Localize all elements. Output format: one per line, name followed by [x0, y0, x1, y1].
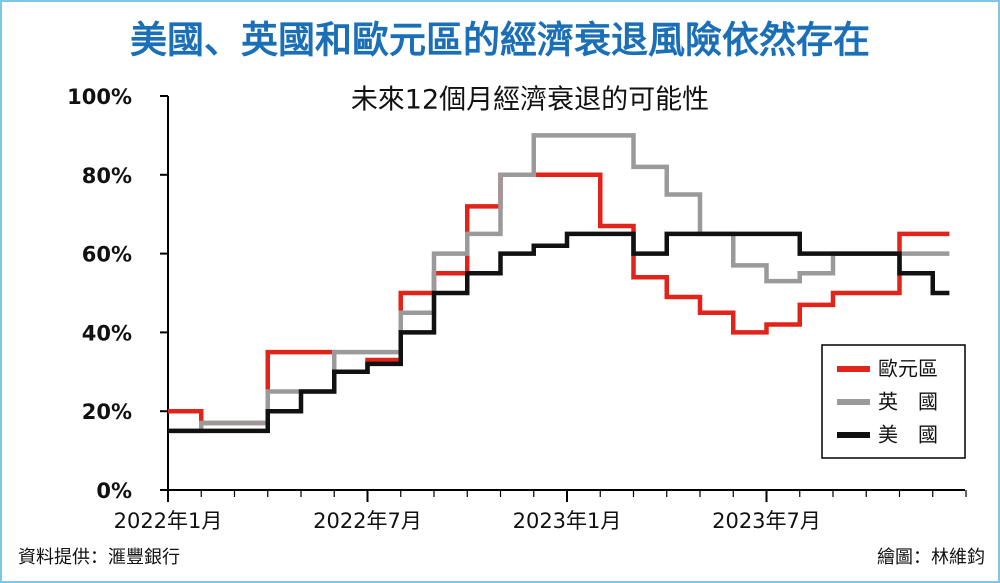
- y-tick-label: 60%: [82, 243, 132, 267]
- y-tick-label: 20%: [82, 400, 132, 424]
- y-tick-label: 0%: [96, 479, 132, 503]
- series-line: [168, 172, 950, 426]
- legend-label: 英 國: [878, 390, 938, 414]
- y-tick-label: 100%: [67, 85, 132, 109]
- legend-label: 美 國: [878, 423, 938, 447]
- x-tick-label: 2022年7月: [313, 509, 422, 533]
- credit: 繪圖：林維鈞: [877, 547, 985, 568]
- series-line: [168, 231, 950, 434]
- x-tick-label: 2022年1月: [114, 509, 223, 533]
- chart-title: 美國、英國和歐元區的經濟衰退風險依然存在: [130, 19, 870, 62]
- source: 資料提供：滙豐銀行: [18, 547, 180, 568]
- y-tick-label: 40%: [82, 321, 132, 345]
- legend-label: 歐元區: [878, 357, 938, 381]
- chart-subtitle: 未來12個月經濟衰退的可能性: [351, 85, 709, 116]
- y-tick-label: 80%: [82, 164, 132, 188]
- x-tick-label: 2023年1月: [513, 509, 622, 533]
- x-tick-label: 2023年7月: [712, 509, 821, 533]
